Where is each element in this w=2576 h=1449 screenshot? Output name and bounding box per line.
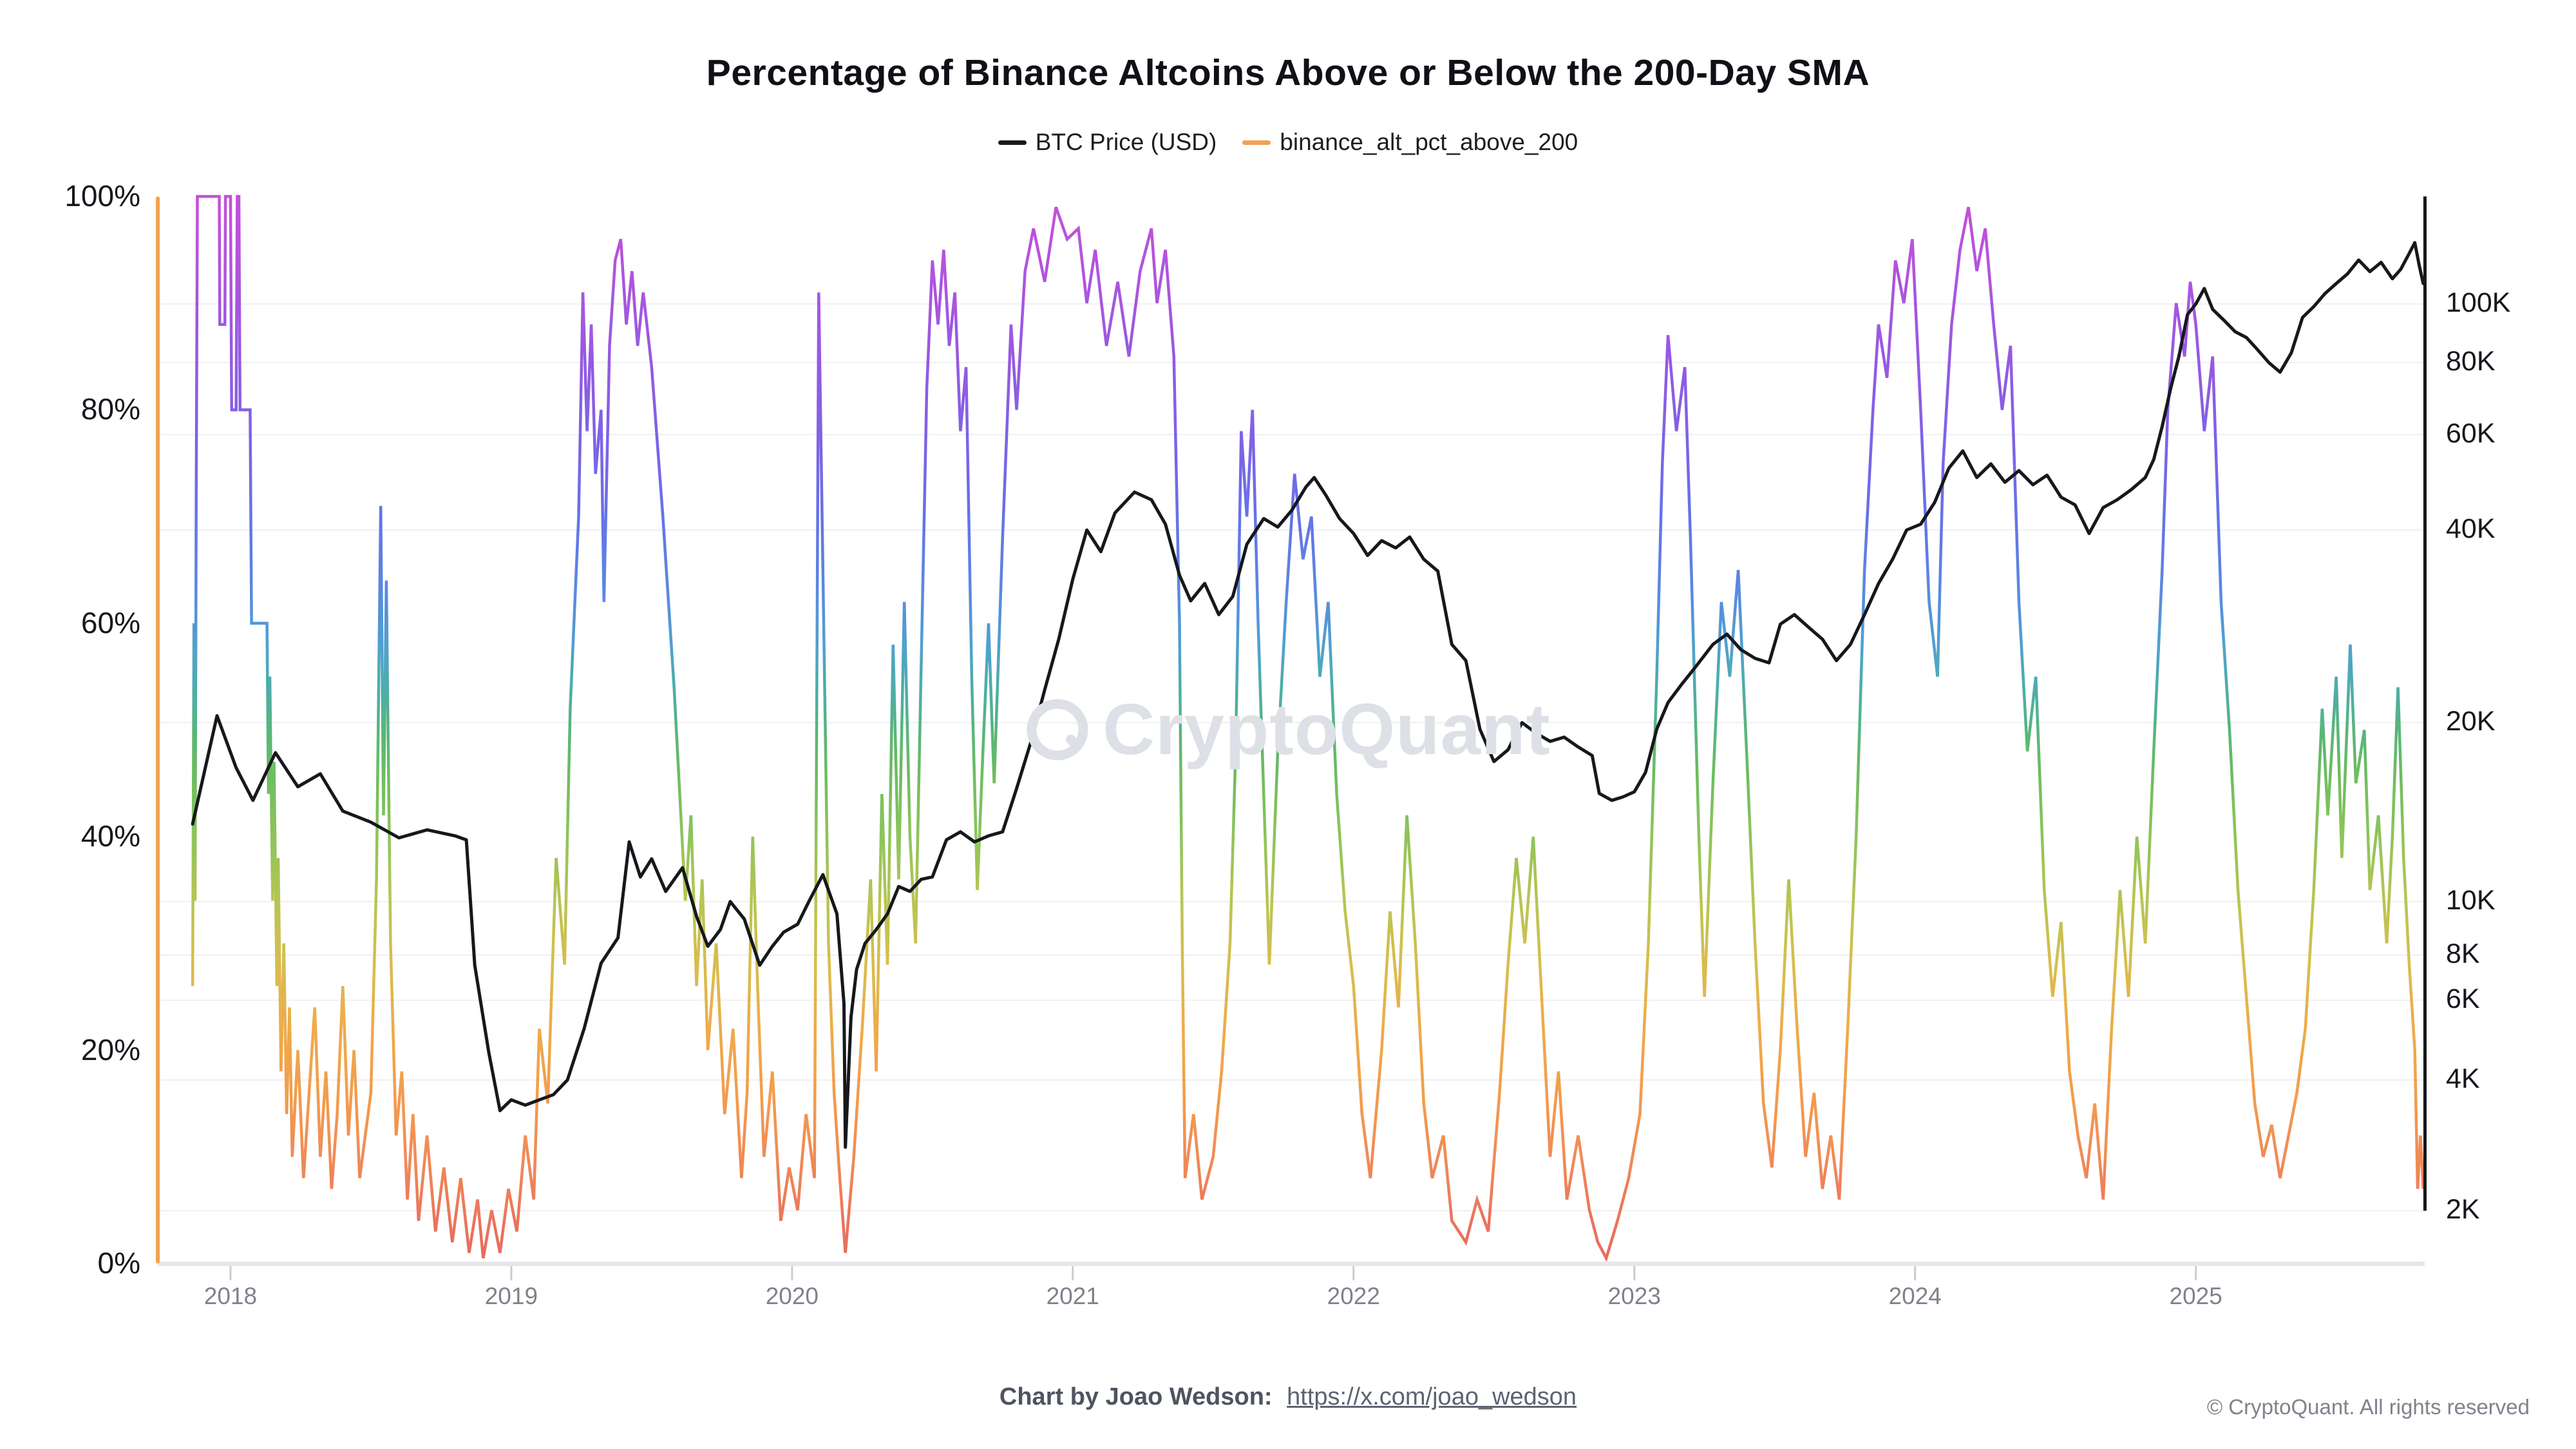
left-axis-label-80: 80%	[80, 392, 140, 426]
right-axis-label-60K: 60K	[2446, 418, 2496, 449]
alt-line-swatch-icon	[1242, 140, 1271, 145]
x-axis-label-2021: 2021	[1046, 1283, 1099, 1309]
credit-author: Chart by Joao Wedson:	[999, 1383, 1273, 1410]
credit-link[interactable]: https://x.com/joao_wedson	[1287, 1383, 1577, 1410]
legend: BTC Price (USD) binance_alt_pct_above_20…	[0, 129, 2576, 156]
copyright-notice: © CryptoQuant. All rights reserved	[2206, 1395, 2530, 1419]
left-axis-label-60: 60%	[80, 605, 140, 639]
x-axis-label-2020: 2020	[765, 1283, 819, 1309]
right-axis-label-20K: 20K	[2446, 706, 2496, 737]
right-axis-label-80K: 80K	[2446, 345, 2496, 377]
left-axis-label-100: 100%	[64, 179, 140, 213]
right-axis-label-100K: 100K	[2446, 287, 2511, 319]
right-axis-label-40K: 40K	[2446, 513, 2496, 544]
right-axis-label-10K: 10K	[2446, 884, 2496, 916]
footer-credit: Chart by Joao Wedson: https://x.com/joao…	[0, 1383, 2576, 1411]
legend-label-alt: binance_alt_pct_above_200	[1280, 129, 1578, 155]
btc-line-swatch-icon	[998, 140, 1027, 145]
x-axis-label-2024: 2024	[1888, 1283, 1942, 1309]
right-axis-label-4K: 4K	[2446, 1063, 2480, 1094]
legend-item-alt-pct[interactable]: binance_alt_pct_above_200	[1242, 129, 1578, 156]
x-axis-label-2018: 2018	[204, 1283, 258, 1309]
right-axis-label-2K: 2K	[2446, 1193, 2480, 1225]
legend-item-btc-price[interactable]: BTC Price (USD)	[998, 129, 1217, 156]
x-axis-label-2023: 2023	[1607, 1283, 1661, 1309]
right-axis-label-8K: 8K	[2446, 938, 2480, 970]
chart-title: Percentage of Binance Altcoins Above or …	[706, 52, 1870, 93]
x-axis-label-2025: 2025	[2169, 1283, 2222, 1309]
x-axis-label-2022: 2022	[1327, 1283, 1380, 1309]
legend-label-btc: BTC Price (USD)	[1035, 129, 1217, 155]
x-axis-label-2019: 2019	[484, 1283, 538, 1309]
left-axis-label-40: 40%	[80, 819, 140, 853]
left-axis-label-0: 0%	[97, 1246, 140, 1280]
right-axis-label-6K: 6K	[2446, 983, 2480, 1015]
left-axis-label-20: 20%	[80, 1032, 140, 1066]
